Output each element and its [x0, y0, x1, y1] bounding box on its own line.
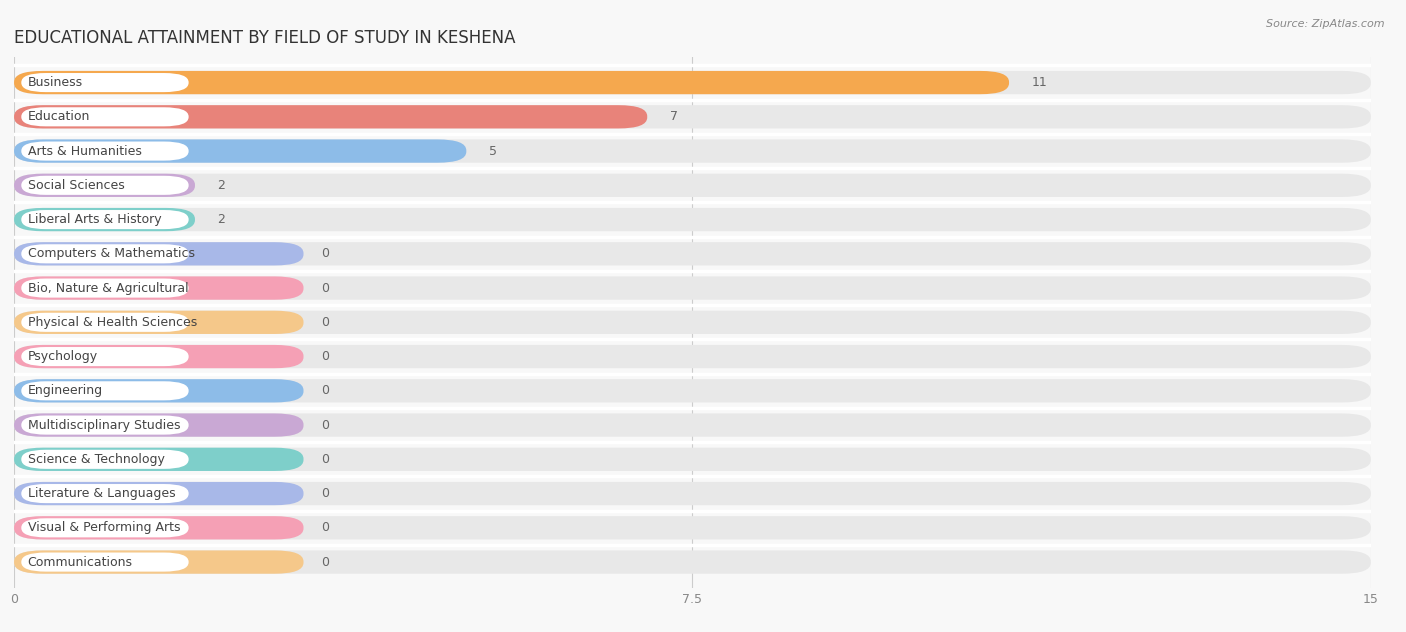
Text: Engineering: Engineering	[28, 384, 103, 398]
FancyBboxPatch shape	[21, 347, 188, 366]
Text: 0: 0	[322, 418, 329, 432]
FancyBboxPatch shape	[14, 105, 1371, 128]
FancyBboxPatch shape	[14, 174, 1371, 197]
FancyBboxPatch shape	[21, 279, 188, 298]
FancyBboxPatch shape	[21, 107, 188, 126]
Text: 0: 0	[322, 556, 329, 569]
Text: 0: 0	[322, 487, 329, 500]
FancyBboxPatch shape	[14, 208, 1371, 231]
FancyBboxPatch shape	[21, 415, 188, 435]
FancyBboxPatch shape	[21, 552, 188, 571]
Text: 0: 0	[322, 247, 329, 260]
FancyBboxPatch shape	[14, 413, 1371, 437]
Text: Source: ZipAtlas.com: Source: ZipAtlas.com	[1267, 19, 1385, 29]
FancyBboxPatch shape	[14, 311, 304, 334]
FancyBboxPatch shape	[14, 71, 1371, 94]
Text: 2: 2	[218, 213, 225, 226]
FancyBboxPatch shape	[21, 73, 188, 92]
FancyBboxPatch shape	[14, 140, 467, 162]
Text: Business: Business	[28, 76, 83, 89]
Text: 0: 0	[322, 282, 329, 295]
FancyBboxPatch shape	[14, 276, 304, 300]
Text: Liberal Arts & History: Liberal Arts & History	[28, 213, 162, 226]
FancyBboxPatch shape	[14, 447, 304, 471]
FancyBboxPatch shape	[21, 210, 188, 229]
FancyBboxPatch shape	[21, 142, 188, 161]
Text: Literature & Languages: Literature & Languages	[28, 487, 176, 500]
FancyBboxPatch shape	[14, 379, 1371, 403]
FancyBboxPatch shape	[14, 71, 1010, 94]
Text: 0: 0	[322, 453, 329, 466]
FancyBboxPatch shape	[21, 313, 188, 332]
FancyBboxPatch shape	[14, 208, 195, 231]
FancyBboxPatch shape	[21, 245, 188, 264]
FancyBboxPatch shape	[14, 550, 304, 574]
Text: 7: 7	[669, 111, 678, 123]
Text: Social Sciences: Social Sciences	[28, 179, 124, 192]
Text: 11: 11	[1032, 76, 1047, 89]
Text: Arts & Humanities: Arts & Humanities	[28, 145, 142, 157]
Text: 5: 5	[489, 145, 496, 157]
FancyBboxPatch shape	[21, 176, 188, 195]
FancyBboxPatch shape	[14, 105, 647, 128]
FancyBboxPatch shape	[21, 450, 188, 469]
FancyBboxPatch shape	[14, 482, 304, 505]
Text: 2: 2	[218, 179, 225, 192]
FancyBboxPatch shape	[21, 484, 188, 503]
FancyBboxPatch shape	[14, 516, 1371, 540]
Text: 0: 0	[322, 521, 329, 534]
FancyBboxPatch shape	[14, 550, 1371, 574]
Text: Bio, Nature & Agricultural: Bio, Nature & Agricultural	[28, 282, 188, 295]
Text: 0: 0	[322, 316, 329, 329]
Text: Psychology: Psychology	[28, 350, 98, 363]
FancyBboxPatch shape	[14, 276, 1371, 300]
Text: EDUCATIONAL ATTAINMENT BY FIELD OF STUDY IN KESHENA: EDUCATIONAL ATTAINMENT BY FIELD OF STUDY…	[14, 29, 516, 47]
Text: Computers & Mathematics: Computers & Mathematics	[28, 247, 194, 260]
FancyBboxPatch shape	[14, 140, 1371, 162]
FancyBboxPatch shape	[14, 379, 304, 403]
FancyBboxPatch shape	[21, 381, 188, 400]
Text: Multidisciplinary Studies: Multidisciplinary Studies	[28, 418, 180, 432]
FancyBboxPatch shape	[21, 518, 188, 537]
FancyBboxPatch shape	[14, 345, 304, 368]
FancyBboxPatch shape	[14, 482, 1371, 505]
Text: Communications: Communications	[28, 556, 132, 569]
FancyBboxPatch shape	[14, 242, 1371, 265]
Text: Visual & Performing Arts: Visual & Performing Arts	[28, 521, 180, 534]
FancyBboxPatch shape	[14, 516, 304, 540]
Text: 0: 0	[322, 384, 329, 398]
FancyBboxPatch shape	[14, 242, 304, 265]
FancyBboxPatch shape	[14, 447, 1371, 471]
FancyBboxPatch shape	[14, 174, 195, 197]
Text: Education: Education	[28, 111, 90, 123]
FancyBboxPatch shape	[14, 311, 1371, 334]
FancyBboxPatch shape	[14, 345, 1371, 368]
Text: Physical & Health Sciences: Physical & Health Sciences	[28, 316, 197, 329]
FancyBboxPatch shape	[14, 413, 304, 437]
Text: Science & Technology: Science & Technology	[28, 453, 165, 466]
Text: 0: 0	[322, 350, 329, 363]
